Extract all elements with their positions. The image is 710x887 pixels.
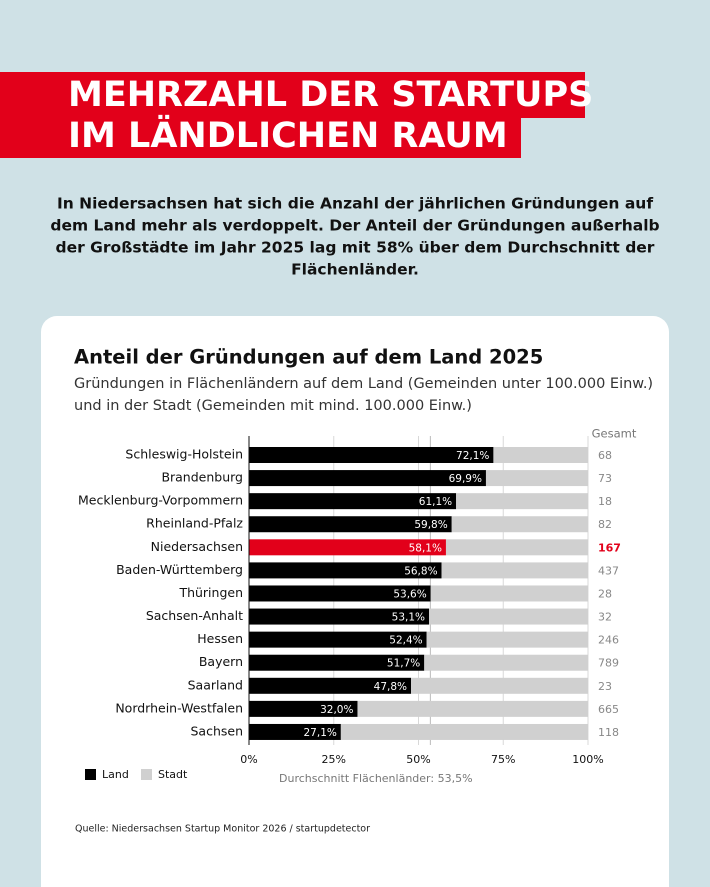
total-label: 82 — [598, 518, 612, 531]
value-label: 47,8% — [374, 681, 407, 693]
bar-segment — [249, 516, 452, 533]
bar-segment — [249, 608, 430, 625]
total-label: 18 — [598, 495, 612, 508]
bar-segment — [249, 700, 358, 717]
value-label: 32,0% — [320, 704, 353, 716]
category-label: Thüringen — [178, 585, 243, 600]
value-label: 52,4% — [389, 635, 422, 647]
bar-segment — [249, 493, 457, 510]
totals-header: Gesamt — [592, 427, 637, 441]
x-tick-label: 0% — [240, 753, 257, 766]
value-label: 56,8% — [404, 565, 437, 577]
bar-segment — [249, 723, 341, 740]
reference-label: Durchschnitt Flächenländer: 53,5% — [279, 772, 473, 785]
category-label: Bayern — [199, 654, 243, 669]
bar-segment — [249, 585, 431, 602]
category-label: Brandenburg — [161, 470, 243, 485]
bar-segment — [493, 447, 588, 463]
legend-swatch — [85, 769, 96, 780]
category-label: Niedersachsen — [151, 539, 243, 554]
intro-text: dem Land mehr als verdoppelt. Der Anteil… — [50, 217, 659, 235]
headline: IM LÄNDLICHEN RAUM — [68, 114, 508, 156]
category-label: Sachsen-Anhalt — [146, 608, 243, 623]
bar-segment — [249, 447, 494, 463]
value-label: 58,1% — [409, 542, 442, 554]
bar-segment — [451, 516, 588, 533]
total-label: 246 — [598, 634, 619, 647]
bar-segment — [424, 654, 588, 671]
bar-segment — [340, 723, 588, 740]
bar-segment — [249, 631, 427, 648]
title-banner — [0, 72, 585, 118]
x-tick-label: 50% — [406, 753, 430, 766]
category-label: Sachsen — [190, 723, 243, 738]
legend-label: Stadt — [158, 768, 188, 781]
value-label: 69,9% — [449, 473, 482, 485]
bar-segment — [249, 654, 425, 671]
bar-segment — [426, 631, 588, 648]
total-label: 73 — [598, 472, 612, 485]
total-label: 665 — [598, 703, 619, 716]
value-label: 59,8% — [414, 519, 447, 531]
intro-text: der Großstädte im Jahr 2025 lag mit 58% … — [56, 239, 655, 257]
category-label: Rheinland-Pfalz — [146, 516, 243, 531]
total-label: 167 — [598, 541, 621, 554]
plot: Schleswig-Holstein 72,1% 68 Brandenburg 69,9… — [78, 436, 621, 785]
chart-subtitle: Gründungen in Flächenländern auf dem Lan… — [74, 376, 653, 392]
value-label: 53,1% — [392, 612, 425, 624]
legend-swatch — [141, 769, 152, 780]
headline: MEHRZAHL DER STARTUPS — [68, 75, 593, 115]
bar-segment — [249, 562, 442, 579]
category-label: Mecklenburg-Vorpommern — [78, 493, 243, 508]
bar-segment — [249, 470, 486, 487]
total-label: 28 — [598, 587, 612, 600]
bar-segment — [445, 539, 588, 556]
bar-segment — [249, 677, 412, 694]
bar-segment — [430, 585, 588, 602]
value-label: 72,1% — [456, 450, 489, 462]
source: Quelle: Niedersachsen Startup Monitor 20… — [75, 824, 370, 835]
chart-title: Anteil der Gründungen auf dem Land 2025 — [74, 346, 543, 369]
total-label: 118 — [598, 726, 619, 739]
value-label: 53,6% — [393, 588, 426, 600]
x-tick-label: 75% — [491, 753, 515, 766]
category-label: Schleswig-Holstein — [125, 447, 243, 462]
total-label: 789 — [598, 657, 619, 670]
intro-text: Flächenländer. — [291, 261, 419, 279]
value-label: 51,7% — [387, 658, 420, 670]
category-label: Baden-Württemberg — [116, 562, 243, 577]
chart-subtitle: und in der Stadt (Gemeinden mit mind. 10… — [74, 398, 472, 414]
bar-segment — [249, 539, 446, 556]
value-label: 27,1% — [304, 727, 337, 739]
bar-segment — [485, 470, 588, 487]
value-label: 61,1% — [419, 496, 452, 508]
category-label: Hessen — [197, 631, 243, 646]
total-label: 437 — [598, 564, 619, 577]
bar-segment — [411, 677, 588, 694]
x-tick-label: 100% — [572, 753, 603, 766]
bar-segment — [429, 608, 588, 625]
legend-label: Land — [102, 768, 129, 781]
bar-segment — [357, 700, 588, 717]
total-label: 32 — [598, 611, 612, 624]
total-label: 68 — [598, 449, 612, 462]
x-tick-label: 25% — [322, 753, 346, 766]
category-label: Saarland — [188, 677, 243, 692]
total-label: 23 — [598, 680, 612, 693]
title-banner — [0, 116, 521, 158]
intro-text: In Niedersachsen hat sich die Anzahl der… — [57, 195, 653, 213]
bar-segment — [456, 493, 588, 510]
bar-segment — [441, 562, 588, 579]
category-label: Nordrhein-Westfalen — [115, 700, 243, 715]
